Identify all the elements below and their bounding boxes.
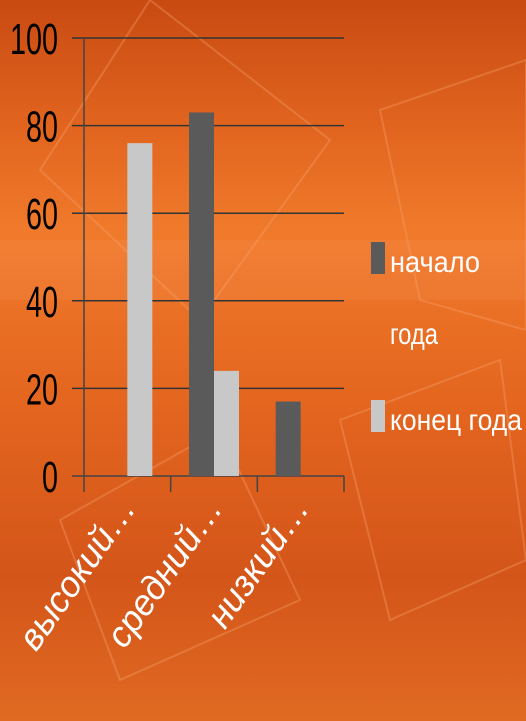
y-tick-label-60: 60 [26, 190, 58, 239]
category-labels: высокий…средний…низкий… [9, 489, 317, 657]
bars [127, 112, 301, 477]
legend-label-start-line2: года [390, 318, 438, 351]
bar-end-0 [127, 143, 153, 476]
y-tick-label-100: 100 [10, 15, 58, 64]
legend-swatch-start-of-year [371, 242, 385, 274]
legend-label-end-of-year: конец года [390, 404, 522, 437]
y-tick-label-40: 40 [26, 278, 58, 327]
y-tick-label-80: 80 [26, 103, 58, 152]
legend-swatch-end-of-year [371, 400, 385, 432]
bar-start-1 [189, 112, 214, 477]
legend: начало года конец года [371, 242, 522, 437]
y-tick-labels: 0 20 40 60 80 100 [10, 15, 58, 502]
bar-start-2 [275, 401, 301, 476]
y-tick-label-0: 0 [42, 453, 58, 502]
legend-label-start-line1: начало [390, 246, 480, 279]
y-tick-label-20: 20 [26, 365, 58, 414]
bar-end-1 [214, 370, 239, 476]
